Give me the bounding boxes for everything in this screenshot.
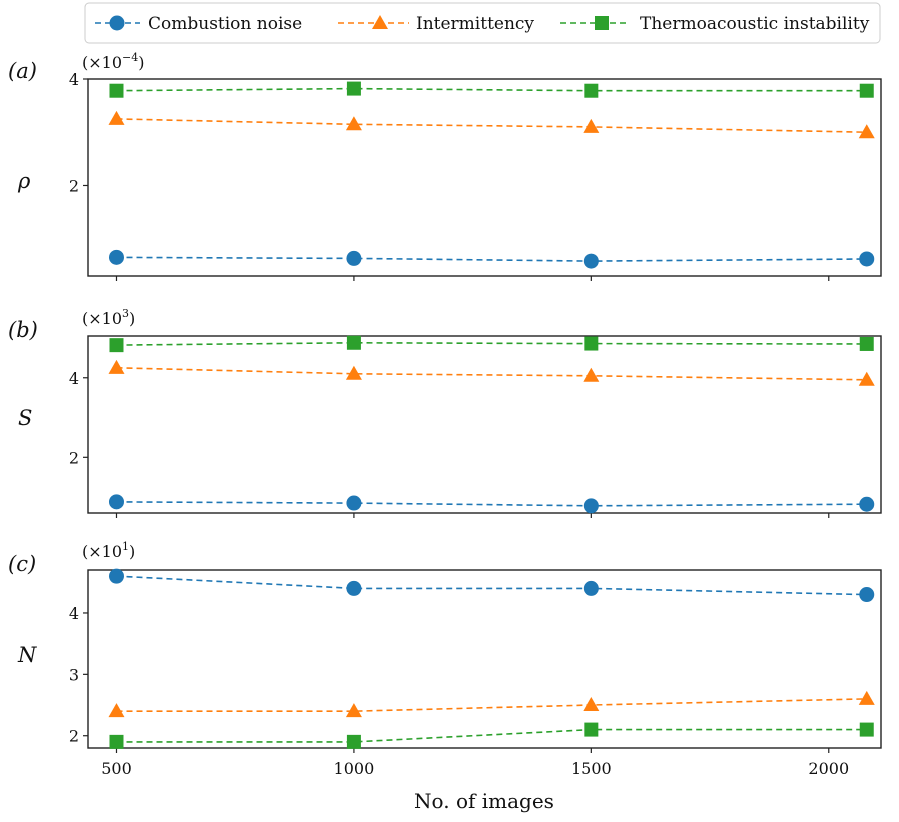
series-line <box>116 341 867 346</box>
series-line <box>116 698 867 713</box>
x-axis-label: No. of images <box>414 789 554 813</box>
data-point <box>346 734 361 749</box>
y-tick-label: 2 <box>69 176 79 195</box>
data-point <box>859 251 875 267</box>
data-point <box>858 124 875 139</box>
data-point <box>859 496 875 512</box>
series-intermittency <box>108 690 875 718</box>
series-line <box>116 501 867 507</box>
y-tick-label: 4 <box>69 70 79 89</box>
data-point <box>583 697 600 712</box>
data-point <box>584 336 599 351</box>
legend-entry-combustion-noise: Combustion noise <box>95 14 302 34</box>
legend-marker-circle-icon <box>109 15 125 31</box>
data-point <box>859 587 875 603</box>
data-point <box>109 338 124 353</box>
panel-a: (a) ρ (×10−4) 2 4 <box>8 51 882 281</box>
y-tick-label: 3 <box>69 665 79 684</box>
series-thermoacoustic-instability <box>109 335 874 353</box>
axes-frame <box>87 78 882 277</box>
legend-entry-intermittency: Intermittency <box>338 14 534 34</box>
data-point <box>346 495 362 511</box>
series-line <box>116 575 867 596</box>
data-point <box>583 253 599 269</box>
series-combustion-noise <box>108 568 875 603</box>
data-point <box>859 336 874 351</box>
data-point <box>108 110 125 125</box>
legend-label-combustion-noise: Combustion noise <box>148 14 302 34</box>
y-tick-label: 2 <box>69 727 79 746</box>
legend-frame <box>84 2 881 44</box>
data-point <box>583 498 599 514</box>
axes-frame <box>87 335 882 514</box>
axis-multiplier: (×10−4) <box>82 51 144 72</box>
legend-label-thermoacoustic-instability: Thermoacoustic instability <box>640 14 870 34</box>
data-point <box>584 722 599 737</box>
series-combustion-noise <box>108 249 875 269</box>
series-thermoacoustic-instability <box>109 81 874 98</box>
legend: Combustion noise Intermittency Thermoaco… <box>84 2 881 44</box>
series-line <box>116 256 867 262</box>
panel-label: (c) <box>8 552 36 576</box>
y-tick-label: 4 <box>69 369 79 388</box>
axes-frame <box>87 569 882 749</box>
data-point <box>346 81 361 96</box>
data-point <box>346 250 362 266</box>
y-axis-label: ρ <box>17 169 31 193</box>
axis-multiplier: (×101) <box>82 540 135 561</box>
axis-multiplier: (×103) <box>82 307 135 328</box>
data-point <box>108 359 125 374</box>
y-tick-label: 2 <box>69 448 79 467</box>
panel-label: (a) <box>8 59 37 83</box>
data-point <box>858 690 875 705</box>
data-point <box>108 494 124 510</box>
legend-marker-triangle-icon <box>372 15 388 29</box>
data-point <box>583 367 600 382</box>
series-line <box>116 728 867 743</box>
y-tick-label: 4 <box>69 604 79 623</box>
panel-b: (b) S (×103) 2 4 <box>8 307 882 518</box>
series-combustion-noise <box>108 494 875 514</box>
data-point <box>859 722 874 737</box>
data-point <box>858 371 875 386</box>
data-point <box>346 335 361 350</box>
data-point <box>108 703 125 718</box>
data-point <box>859 83 874 98</box>
data-point <box>345 703 362 718</box>
x-tick-label: 1000 <box>334 759 375 778</box>
x-tick-label: 2000 <box>808 759 849 778</box>
series-line <box>116 367 867 381</box>
legend-label-intermittency: Intermittency <box>416 14 534 34</box>
series-intermittency <box>108 359 875 386</box>
data-point <box>108 568 124 584</box>
panels: (a) ρ (×10−4) 2 4 (b) S (×103) 2 4 (c) N (×101) 2 3 4 50… <box>8 51 882 778</box>
legend-marker-square-icon <box>595 16 609 30</box>
data-point <box>583 580 599 596</box>
data-point <box>346 580 362 596</box>
data-point <box>109 83 124 98</box>
y-axis-label: S <box>18 406 32 430</box>
legend-entry-thermoacoustic-instability: Thermoacoustic instability <box>560 14 870 34</box>
x-tick-label: 500 <box>101 759 132 778</box>
data-point <box>109 734 124 749</box>
panel-label: (b) <box>8 318 38 342</box>
series-line <box>116 87 867 92</box>
data-point <box>583 118 600 133</box>
y-axis-label: N <box>17 643 37 667</box>
series-thermoacoustic-instability <box>109 722 874 749</box>
data-point <box>584 83 599 98</box>
data-point <box>345 365 362 380</box>
series-line <box>116 118 867 133</box>
panel-c: (c) N (×101) 2 3 4 500 1000 1500 2000 <box>8 540 882 778</box>
data-point <box>345 116 362 131</box>
data-point <box>108 249 124 265</box>
series-intermittency <box>108 110 875 139</box>
x-tick-label: 1500 <box>571 759 612 778</box>
